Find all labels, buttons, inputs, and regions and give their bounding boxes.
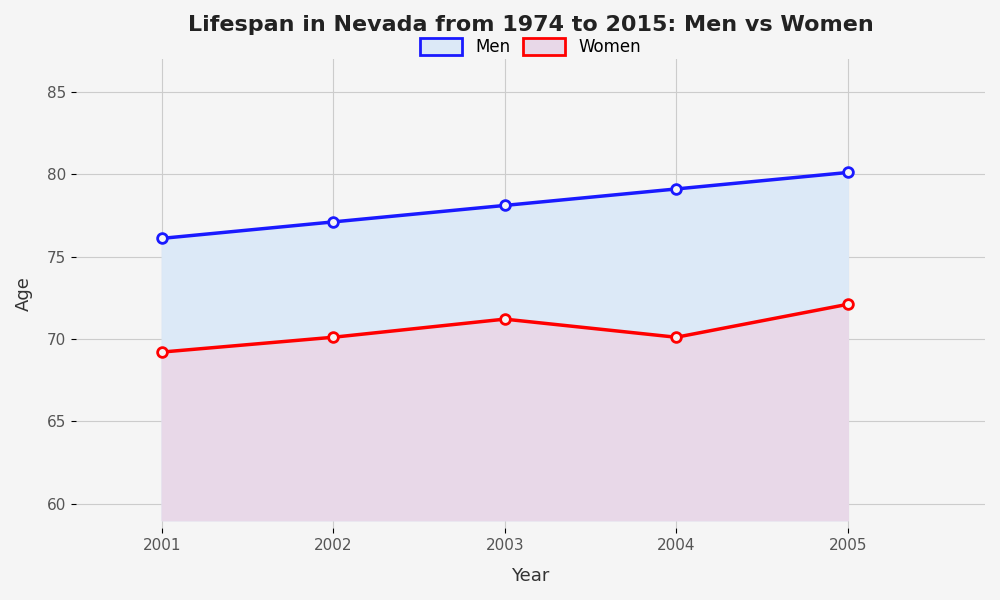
Y-axis label: Age: Age xyxy=(15,276,33,311)
Legend: Men, Women: Men, Women xyxy=(412,29,649,64)
X-axis label: Year: Year xyxy=(511,567,550,585)
Title: Lifespan in Nevada from 1974 to 2015: Men vs Women: Lifespan in Nevada from 1974 to 2015: Me… xyxy=(188,15,873,35)
